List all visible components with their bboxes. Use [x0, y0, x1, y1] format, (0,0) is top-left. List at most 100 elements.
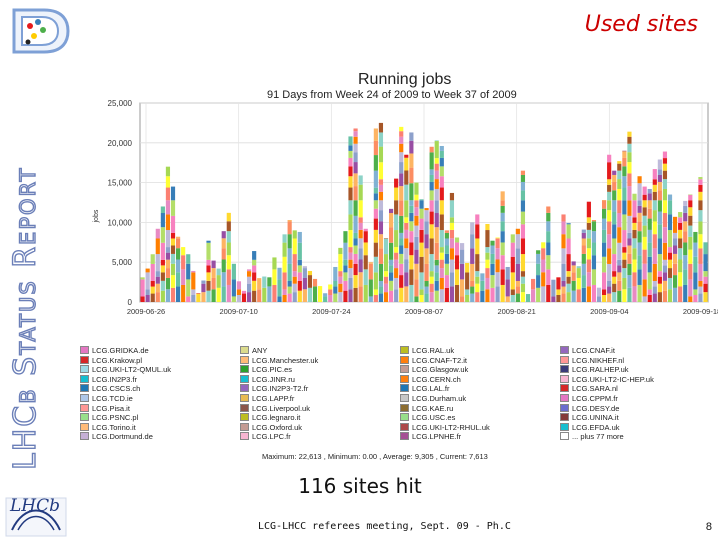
bar-segment [444, 245, 449, 254]
bar-segment [495, 259, 500, 273]
bar-segment [698, 191, 703, 201]
legend-swatch [240, 374, 249, 383]
bar-segment [627, 253, 632, 264]
bar-segment [383, 292, 389, 302]
bar-segment [602, 218, 607, 230]
bar-segment [688, 249, 693, 264]
bar-segment [515, 286, 520, 294]
bar-segment [566, 238, 571, 255]
bar-segment [165, 187, 171, 201]
bar-segment [409, 167, 414, 184]
bar-segment [678, 212, 683, 218]
legend-swatch [400, 374, 409, 383]
bar-segment [602, 272, 607, 290]
legend-item: LCG.CNAF.it [560, 345, 715, 356]
bar-segment [434, 280, 439, 291]
bar-segment [414, 200, 419, 208]
bar-segment [612, 211, 617, 225]
legend-item: LCG.NIKHEF.nl [560, 355, 715, 366]
bar-segment [642, 200, 647, 208]
legend-item: LCG.IN2P3.fr [80, 374, 235, 385]
legend-label: LCG.PIC.es [252, 365, 293, 375]
bar-segment [226, 255, 231, 270]
bar-segment [373, 218, 378, 230]
bar-segment [536, 287, 541, 302]
bar-segment [424, 221, 429, 235]
bar-segment [662, 188, 668, 201]
bar-segment [419, 256, 424, 273]
bar-segment [414, 263, 419, 280]
bar-segment [622, 230, 627, 248]
bar-segment [160, 290, 165, 302]
bar-segment [642, 249, 647, 264]
legend-item: LCG.LAPP.fr [240, 393, 395, 404]
bar-segment [627, 263, 632, 276]
y-tick-label: 25,000 [108, 99, 133, 108]
bar-segment [409, 269, 414, 285]
legend-item: LCG.TCD.ie [80, 393, 235, 404]
bar-segment [170, 238, 176, 246]
bar-segment [170, 263, 176, 276]
bar-segment [221, 248, 226, 260]
bar-segment [414, 182, 419, 195]
bar-segment [591, 220, 597, 222]
bar-segment [662, 280, 668, 291]
bar-segment [632, 238, 637, 249]
bar-segment [591, 242, 597, 256]
bar-segment [434, 259, 439, 266]
bar-segment [434, 227, 439, 243]
bar-segment [490, 287, 495, 302]
bar-segment [404, 259, 409, 273]
legend-label: LCG.Durham.uk [412, 394, 467, 403]
bar-segment [688, 215, 693, 226]
bar-segment [688, 279, 693, 297]
side-title: LHCb Status Report [7, 166, 43, 471]
bar-segment [378, 200, 384, 211]
bar-segment [404, 170, 409, 185]
bar-segment [348, 252, 353, 260]
bar-segment [622, 176, 627, 188]
bar-segment [338, 254, 343, 272]
lhcb-bottom-logo: LHCb [4, 496, 68, 538]
bar-segment [637, 200, 642, 206]
bar-segment [693, 256, 698, 273]
bar-segment [678, 272, 683, 287]
bar-segment [673, 245, 678, 254]
bar-segment [520, 276, 526, 284]
bar-segment [678, 222, 683, 230]
bar-segment [612, 254, 617, 272]
bar-segment [399, 200, 404, 216]
bar-segment [637, 242, 642, 256]
bar-segment [434, 188, 439, 201]
bar-segment [439, 166, 444, 177]
bar-segment [581, 245, 586, 254]
bar-segment [383, 238, 389, 239]
bar-segment [226, 221, 231, 232]
bar-segment [389, 227, 394, 243]
legend-swatch [400, 394, 409, 402]
bar-segment [576, 268, 581, 278]
bar-segment [399, 162, 404, 174]
legend-label: LCG.TCD.ie [92, 394, 133, 403]
bar-segment [353, 136, 358, 144]
bar-segment [419, 218, 424, 230]
bar-segment [409, 212, 414, 222]
bar-segment [698, 184, 703, 192]
bar-segment [353, 152, 358, 163]
legend-item: ... plus 77 more [560, 431, 715, 442]
bar-segment [622, 259, 627, 269]
bar-segment [657, 190, 662, 201]
bar-segment [541, 286, 546, 302]
bar-segment [399, 253, 404, 264]
bar-segment [444, 263, 449, 276]
bar-segment [500, 212, 505, 222]
bar-segment [460, 279, 465, 297]
bar-segment [429, 200, 434, 212]
y-axis-label: jobs [93, 209, 100, 223]
bar-segment [561, 234, 566, 249]
bar-segment [348, 277, 353, 290]
bar-segment [683, 205, 688, 213]
bar-segment [429, 254, 434, 272]
bar-segment [581, 229, 586, 233]
bar-segment [698, 286, 703, 294]
